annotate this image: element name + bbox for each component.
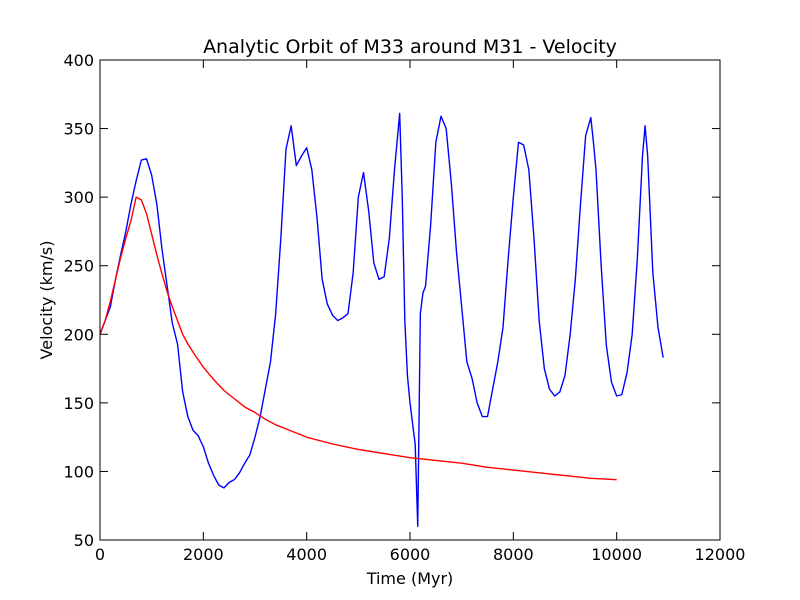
series-line-2 [99, 196, 617, 481]
y-tick-label: 100 [63, 462, 94, 481]
y-tick-label: 250 [63, 257, 94, 276]
y-tick-label: 350 [63, 120, 94, 139]
x-tick-label: 10000 [591, 545, 642, 564]
x-axis-label: Time (Myr) [366, 569, 454, 588]
y-tick-label: 50 [74, 531, 94, 550]
chart-title: Analytic Orbit of M33 around M31 - Veloc… [203, 36, 617, 58]
x-tick-label: 4000 [286, 545, 327, 564]
series-line-1 [99, 112, 664, 527]
x-tick-label: 12000 [695, 545, 746, 564]
y-tick-label: 150 [63, 394, 94, 413]
plot-frame [99, 59, 721, 541]
x-tick-label: 2000 [183, 545, 224, 564]
y-tick-label: 200 [63, 325, 94, 344]
y-tick-label: 300 [63, 188, 94, 207]
ticks-layer: 0 2000 4000 6000 8000 10000 12000 50 100 150 200 25… [63, 51, 745, 564]
series-layer [99, 112, 664, 527]
y-tick-label: 400 [63, 51, 94, 70]
x-tick-label: 8000 [493, 545, 534, 564]
x-tick-label: 0 [95, 545, 105, 564]
x-tick-label: 6000 [390, 545, 431, 564]
y-axis-label: Velocity (km/s) [37, 241, 56, 360]
